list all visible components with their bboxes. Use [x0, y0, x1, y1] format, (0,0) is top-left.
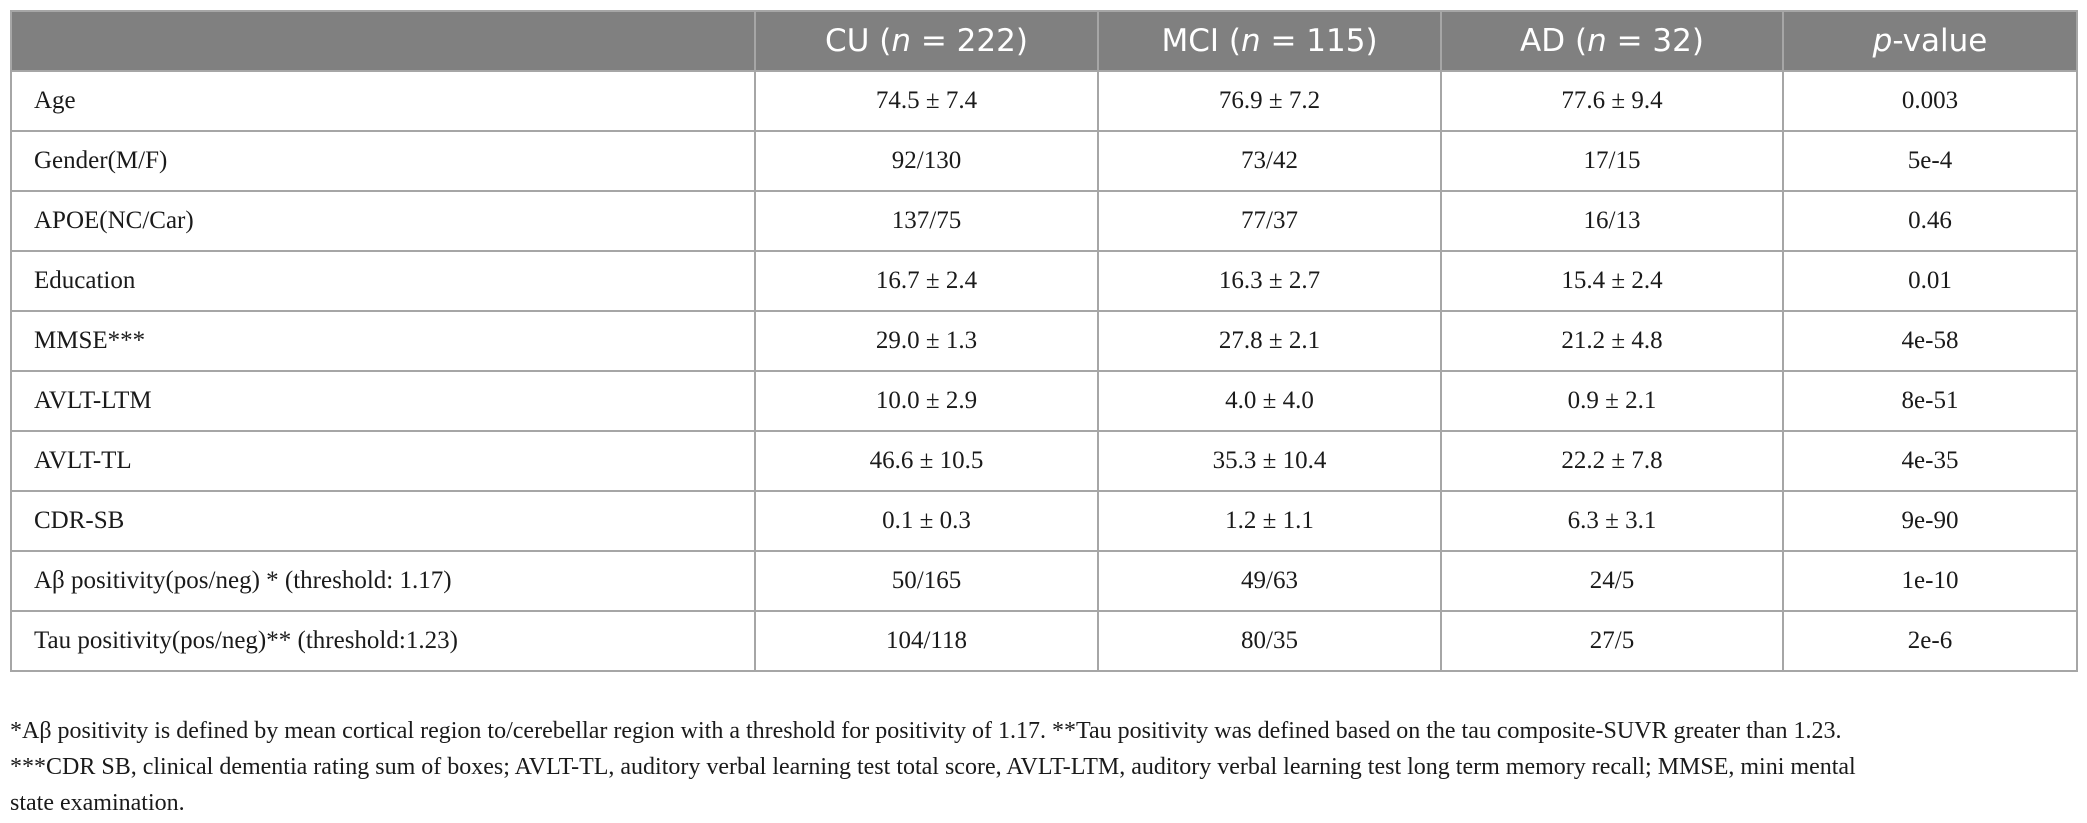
cell-cu: 50/165: [754, 550, 1099, 612]
cell-ad: 17/15: [1440, 130, 1784, 192]
cell-p-value: 2e-6: [1782, 610, 2078, 672]
cell-cu: 16.7 ± 2.4: [754, 250, 1099, 312]
demographics-table-container: CU (n = 222) MCI (n = 115) AD (n = 32) p…: [10, 10, 2078, 672]
cell-p-value: 1e-10: [1782, 550, 2078, 612]
row-label: Age: [10, 70, 756, 132]
cell-p-value: 0.46: [1782, 190, 2078, 252]
cell-ad: 6.3 ± 3.1: [1440, 490, 1784, 552]
cell-cu: 0.1 ± 0.3: [754, 490, 1099, 552]
table-row: AVLT-TL 46.6 ± 10.5 35.3 ± 10.4 22.2 ± 7…: [10, 430, 2078, 492]
cell-cu: 74.5 ± 7.4: [754, 70, 1099, 132]
cell-p-value: 0.01: [1782, 250, 2078, 312]
footnote-line-3: state examination.: [10, 790, 185, 816]
table-row: MMSE*** 29.0 ± 1.3 27.8 ± 2.1 21.2 ± 4.8…: [10, 310, 2078, 372]
row-label: Education: [10, 250, 756, 312]
row-label: MMSE***: [10, 310, 756, 372]
cell-p-value: 4e-58: [1782, 310, 2078, 372]
cell-p-value: 0.003: [1782, 70, 2078, 132]
cell-mci: 80/35: [1097, 610, 1442, 672]
cell-ad: 24/5: [1440, 550, 1784, 612]
table-footnote: *Aβ positivity is defined by mean cortic…: [10, 713, 2080, 821]
header-row: CU (n = 222) MCI (n = 115) AD (n = 32) p…: [10, 10, 2078, 72]
table-body: Age 74.5 ± 7.4 76.9 ± 7.2 77.6 ± 9.4 0.0…: [10, 70, 2078, 672]
table-row: CDR-SB 0.1 ± 0.3 1.2 ± 1.1 6.3 ± 3.1 9e-…: [10, 490, 2078, 552]
cell-cu: 92/130: [754, 130, 1099, 192]
cell-p-value: 8e-51: [1782, 370, 2078, 432]
cell-p-value: 5e-4: [1782, 130, 2078, 192]
table-header: CU (n = 222) MCI (n = 115) AD (n = 32) p…: [10, 10, 2078, 72]
cell-ad: 27/5: [1440, 610, 1784, 672]
table-row: Tau positivity(pos/neg)** (threshold:1.2…: [10, 610, 2078, 672]
row-label: AVLT-LTM: [10, 370, 756, 432]
cell-cu: 10.0 ± 2.9: [754, 370, 1099, 432]
row-label: Gender(M/F): [10, 130, 756, 192]
cell-cu: 137/75: [754, 190, 1099, 252]
table-row: AVLT-LTM 10.0 ± 2.9 4.0 ± 4.0 0.9 ± 2.1 …: [10, 370, 2078, 432]
cell-ad: 16/13: [1440, 190, 1784, 252]
cell-ad: 22.2 ± 7.8: [1440, 430, 1784, 492]
table-row: Gender(M/F) 92/130 73/42 17/15 5e-4: [10, 130, 2078, 192]
footnote-line-1: *Aβ positivity is defined by mean cortic…: [10, 718, 1842, 744]
header-cell-cu: CU (n = 222): [754, 10, 1099, 72]
cell-cu: 46.6 ± 10.5: [754, 430, 1099, 492]
cell-cu: 104/118: [754, 610, 1099, 672]
cell-p-value: 4e-35: [1782, 430, 2078, 492]
cell-ad: 15.4 ± 2.4: [1440, 250, 1784, 312]
header-cell-p-value: p-value: [1782, 10, 2078, 72]
header-cell-variable: [10, 10, 756, 72]
table-row: Education 16.7 ± 2.4 16.3 ± 2.7 15.4 ± 2…: [10, 250, 2078, 312]
cell-ad: 0.9 ± 2.1: [1440, 370, 1784, 432]
footnote-line-2: ***CDR SB, clinical dementia rating sum …: [10, 754, 1856, 780]
cell-mci: 4.0 ± 4.0: [1097, 370, 1442, 432]
cell-mci: 73/42: [1097, 130, 1442, 192]
demographics-table: CU (n = 222) MCI (n = 115) AD (n = 32) p…: [10, 10, 2078, 672]
row-label: AVLT-TL: [10, 430, 756, 492]
header-cell-mci: MCI (n = 115): [1097, 10, 1442, 72]
row-label: Tau positivity(pos/neg)** (threshold:1.2…: [10, 610, 756, 672]
cell-mci: 76.9 ± 7.2: [1097, 70, 1442, 132]
table-row: APOE(NC/Car) 137/75 77/37 16/13 0.46: [10, 190, 2078, 252]
row-label: CDR-SB: [10, 490, 756, 552]
cell-cu: 29.0 ± 1.3: [754, 310, 1099, 372]
cell-p-value: 9e-90: [1782, 490, 2078, 552]
cell-mci: 27.8 ± 2.1: [1097, 310, 1442, 372]
cell-mci: 77/37: [1097, 190, 1442, 252]
cell-mci: 35.3 ± 10.4: [1097, 430, 1442, 492]
cell-mci: 16.3 ± 2.7: [1097, 250, 1442, 312]
cell-ad: 21.2 ± 4.8: [1440, 310, 1784, 372]
table-row: Age 74.5 ± 7.4 76.9 ± 7.2 77.6 ± 9.4 0.0…: [10, 70, 2078, 132]
cell-mci: 49/63: [1097, 550, 1442, 612]
cell-mci: 1.2 ± 1.1: [1097, 490, 1442, 552]
cell-ad: 77.6 ± 9.4: [1440, 70, 1784, 132]
row-label: Aβ positivity(pos/neg) * (threshold: 1.1…: [10, 550, 756, 612]
header-cell-ad: AD (n = 32): [1440, 10, 1784, 72]
row-label: APOE(NC/Car): [10, 190, 756, 252]
table-row: Aβ positivity(pos/neg) * (threshold: 1.1…: [10, 550, 2078, 612]
